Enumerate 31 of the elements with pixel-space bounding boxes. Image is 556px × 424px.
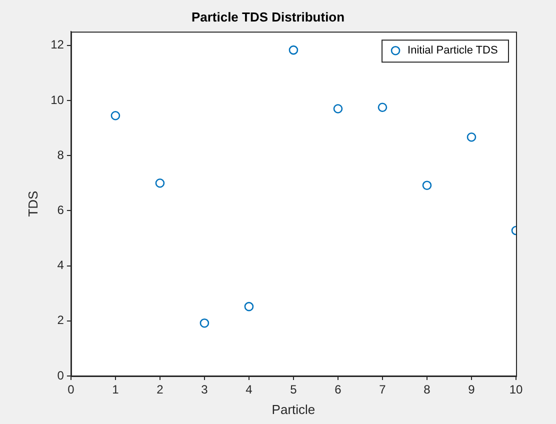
y-tick-label: 4 [57, 258, 64, 272]
y-tick-label: 12 [50, 38, 64, 52]
x-tick-label: 4 [246, 382, 253, 397]
point [288, 45, 298, 55]
point [378, 102, 388, 112]
y-tick-label: 8 [57, 148, 64, 162]
point [244, 302, 254, 312]
point [422, 180, 432, 190]
x-tick-label: 9 [468, 382, 476, 397]
x-tick-label: 2 [156, 382, 164, 397]
x-axis-title: Particle [272, 402, 316, 417]
x-tick-label: 7 [379, 382, 386, 397]
point [110, 110, 120, 120]
y-tick-label: 2 [57, 313, 64, 328]
y-tick-label: 6 [57, 203, 64, 217]
y-tick-label: 0 [57, 368, 64, 382]
point [333, 104, 343, 114]
y-axis-title: TDS [25, 190, 40, 217]
point [200, 318, 210, 328]
x-tick-label: 10 [509, 382, 523, 397]
y-tick-label: 10 [50, 92, 64, 107]
point [466, 132, 476, 142]
x-tick-label: 5 [290, 382, 298, 397]
x-tick-label: 1 [112, 382, 120, 397]
point [155, 178, 165, 188]
x-tick-label: 6 [334, 382, 342, 397]
chart-title: Particle TDS Distribution [191, 9, 345, 24]
x-tick-label: 0 [68, 382, 75, 397]
x-tick-label: 3 [201, 382, 208, 397]
legend-label: Initial Particle TDS [408, 44, 498, 57]
x-tick-label: 8 [424, 382, 431, 397]
